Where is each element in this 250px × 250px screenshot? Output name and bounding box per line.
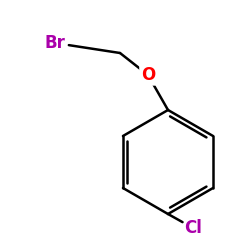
Text: Cl: Cl [184,219,202,237]
Text: O: O [141,66,155,84]
Text: Br: Br [44,34,66,52]
